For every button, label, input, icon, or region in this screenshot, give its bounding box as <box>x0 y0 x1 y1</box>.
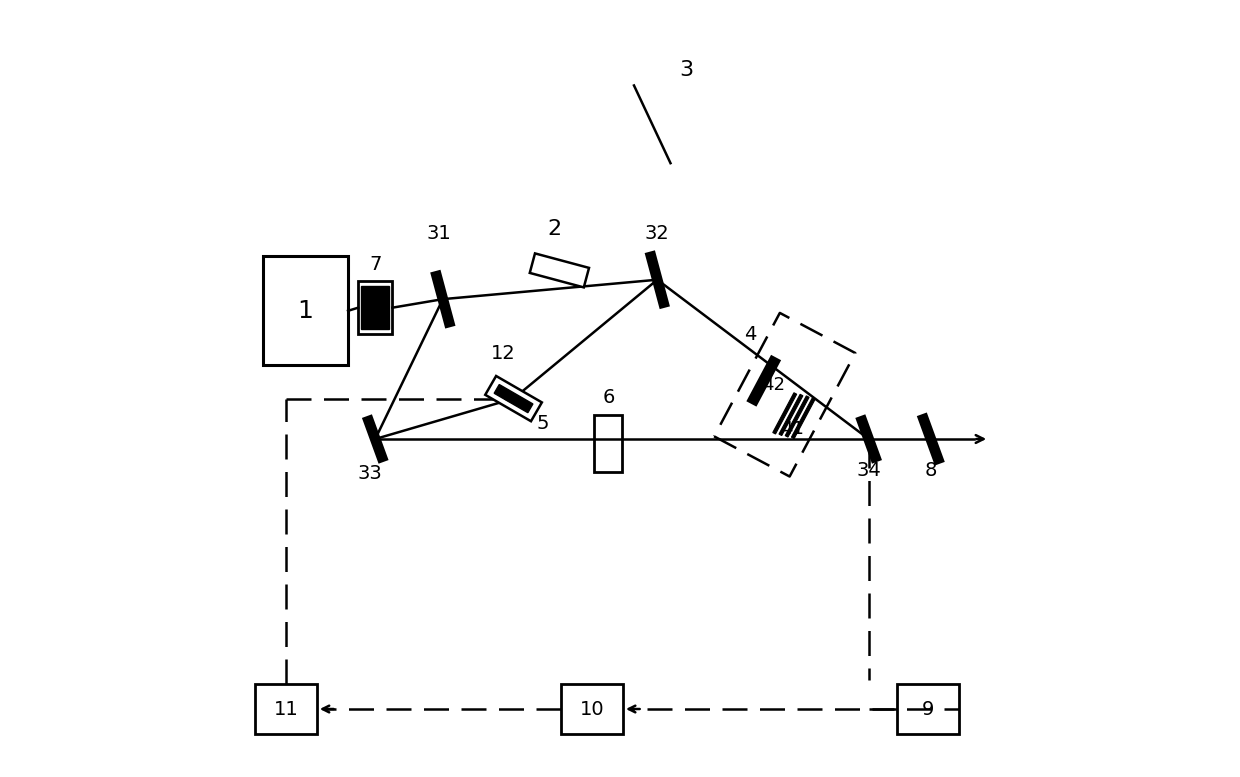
Bar <box>560 684 624 734</box>
Text: 12: 12 <box>491 344 516 363</box>
Bar <box>361 286 389 329</box>
Text: 32: 32 <box>645 224 670 242</box>
Text: 5: 5 <box>536 414 548 433</box>
Bar <box>897 684 959 734</box>
Polygon shape <box>529 253 589 287</box>
Text: 42: 42 <box>763 375 785 394</box>
Text: 8: 8 <box>925 461 937 479</box>
Text: 1: 1 <box>298 299 314 322</box>
Polygon shape <box>918 414 944 464</box>
Bar <box>594 415 622 472</box>
Polygon shape <box>485 376 542 421</box>
Polygon shape <box>773 392 796 434</box>
Polygon shape <box>791 397 816 439</box>
Text: 33: 33 <box>357 465 382 483</box>
Text: 31: 31 <box>427 224 451 242</box>
Text: 9: 9 <box>921 699 934 719</box>
Text: 10: 10 <box>580 699 604 719</box>
Text: 6: 6 <box>603 388 615 407</box>
Text: 4: 4 <box>744 325 756 343</box>
Bar <box>254 684 317 734</box>
Polygon shape <box>646 252 668 308</box>
Polygon shape <box>432 271 454 327</box>
Polygon shape <box>779 394 802 436</box>
Bar <box>358 281 392 334</box>
Polygon shape <box>785 395 810 437</box>
Text: 41: 41 <box>781 420 804 438</box>
Text: 34: 34 <box>857 461 880 479</box>
Polygon shape <box>857 416 880 462</box>
Text: 11: 11 <box>274 699 299 719</box>
Bar <box>263 256 348 365</box>
Polygon shape <box>363 416 387 462</box>
Polygon shape <box>495 385 533 413</box>
Text: 2: 2 <box>548 219 562 239</box>
Text: 3: 3 <box>680 60 693 80</box>
Polygon shape <box>748 356 780 406</box>
Text: 7: 7 <box>370 255 382 274</box>
